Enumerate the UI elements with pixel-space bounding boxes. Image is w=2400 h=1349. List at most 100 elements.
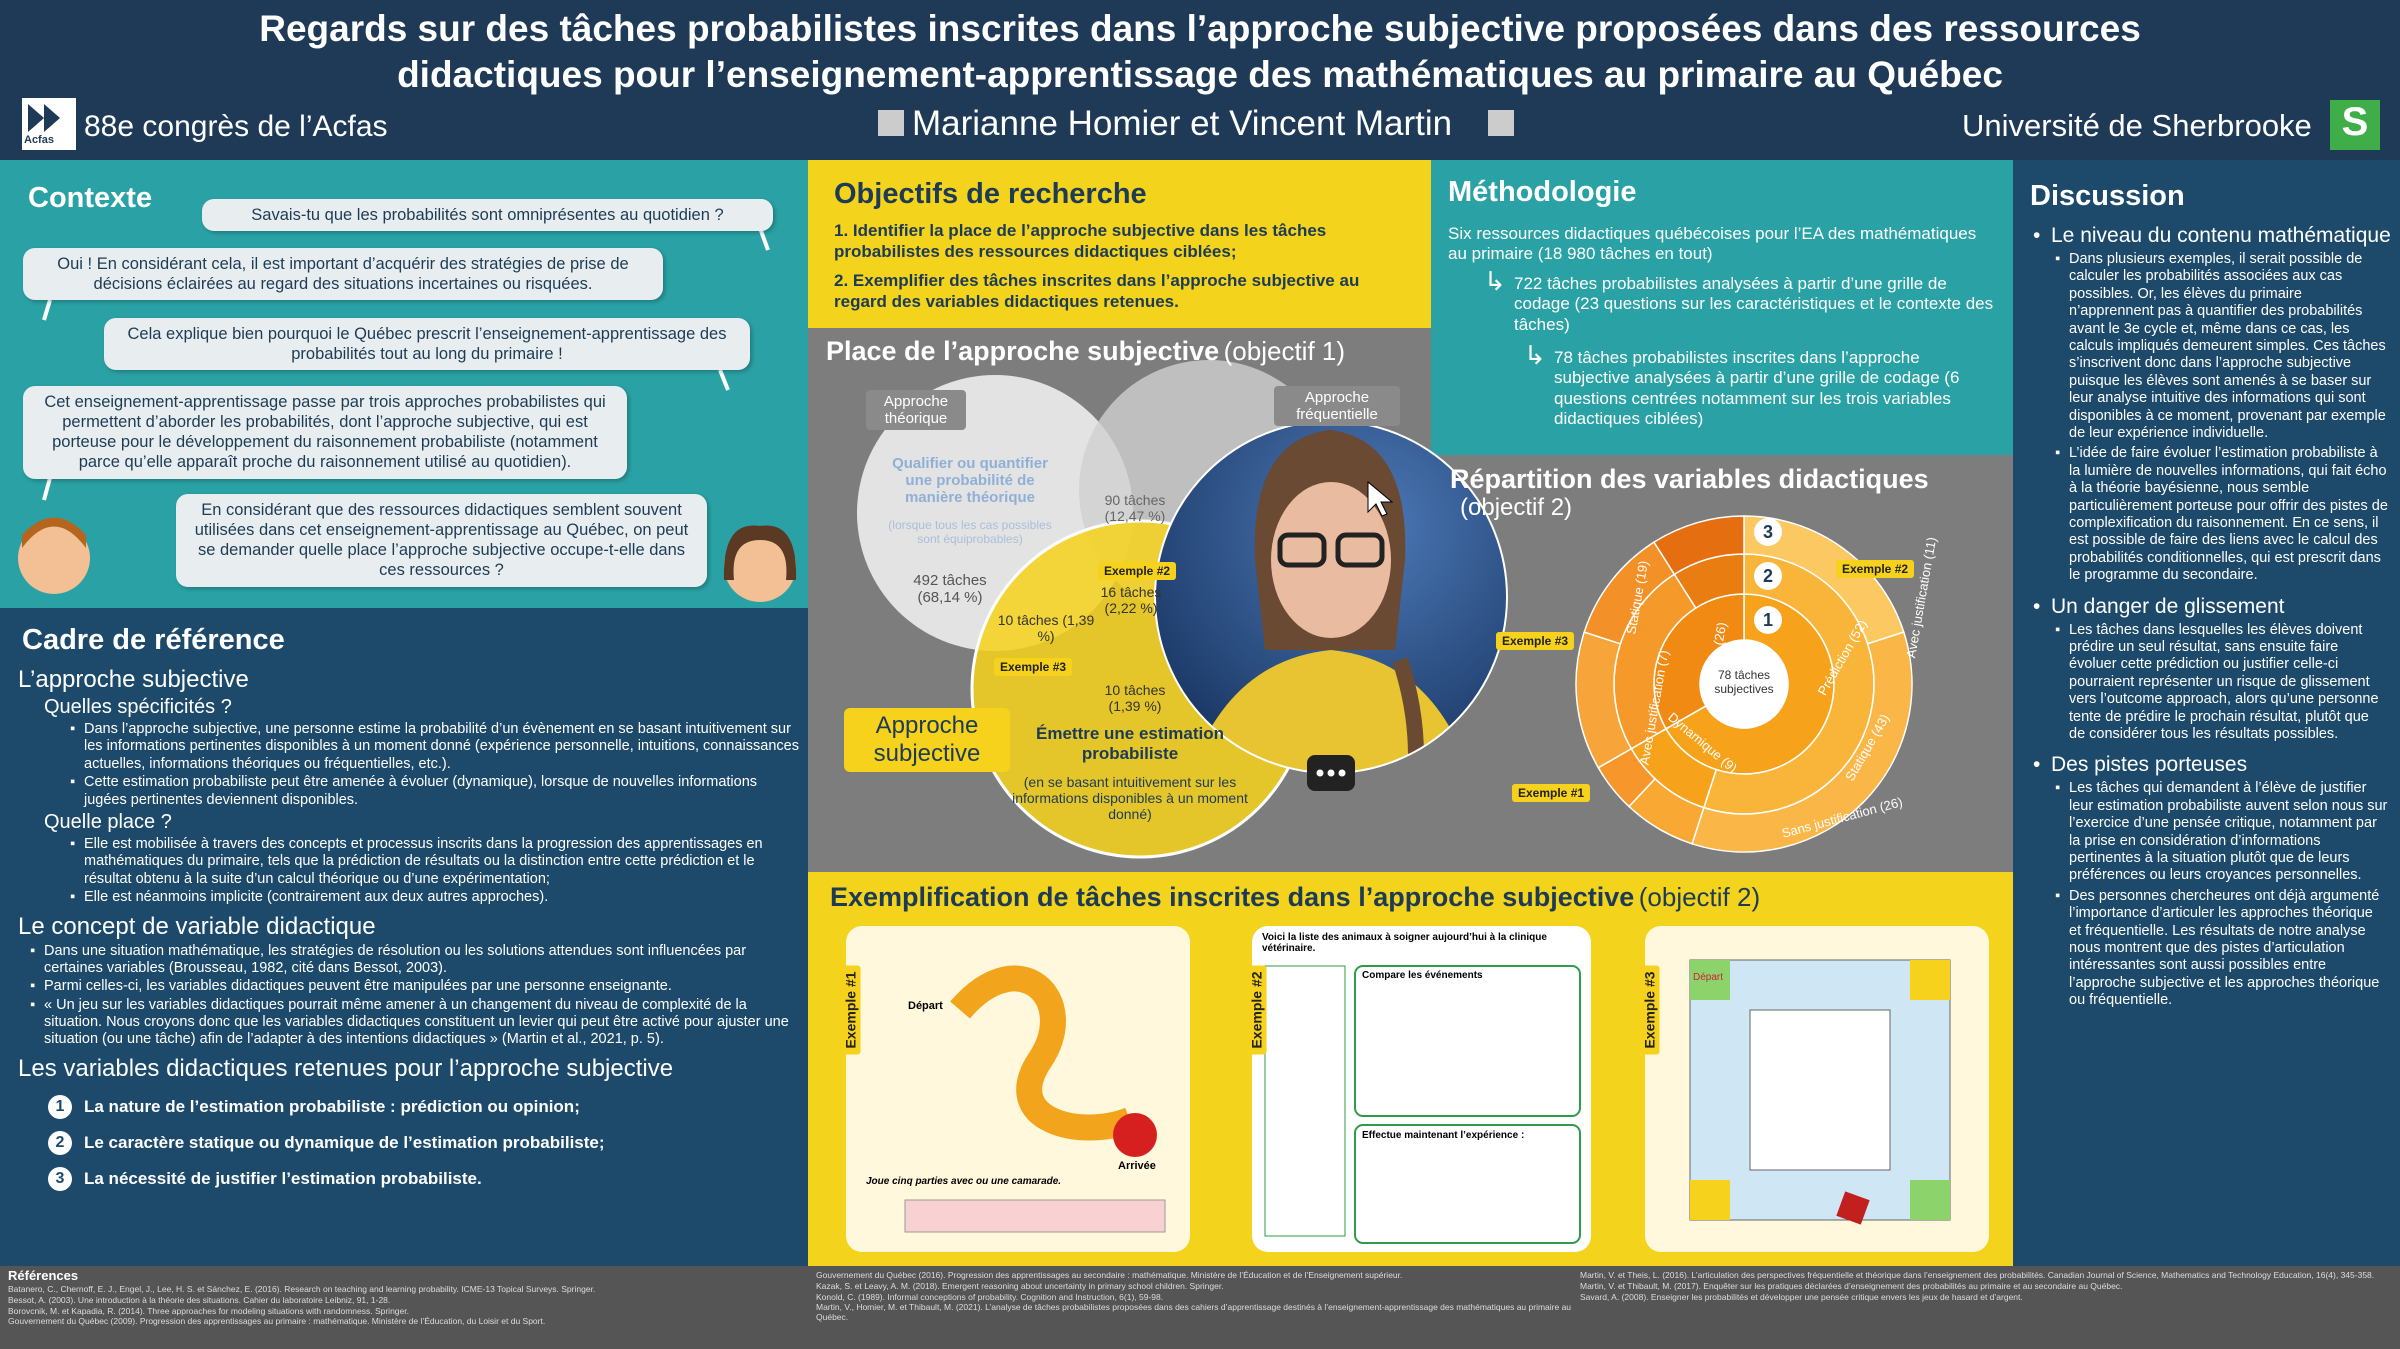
reference: Gouvernement du Québec (2016). Progressi…: [816, 1270, 1403, 1280]
item-number: 1: [48, 1094, 72, 1119]
example1-apple: [1113, 1113, 1157, 1157]
reference: Gouvernement du Québec (2009). Progressi…: [8, 1316, 546, 1327]
numbered-item: 2 Le caractère statique ou dynamique de l…: [48, 1130, 800, 1155]
heading: Des pistes porteuses: [2033, 753, 2400, 776]
avatar-left: [18, 522, 90, 594]
reference: Martin, V., Homier, M. et Thibault, M. (…: [816, 1302, 1572, 1323]
venn-label: Approche théorique: [866, 390, 966, 430]
example-text: Arrivée: [1118, 1160, 1156, 1172]
references-title: Références: [8, 1268, 79, 1283]
section-title: Discussion: [2030, 180, 2185, 212]
conference: 88e congrès de l’Acfas: [84, 110, 388, 143]
mouse-cursor: [1367, 480, 1394, 517]
example-text: Effectue maintenant l’expérience :: [1362, 1130, 1525, 1141]
heading: Un danger de glissement: [2033, 595, 2400, 618]
objective: 2. Exemplifier des tâches inscrites dans…: [834, 271, 1360, 312]
example1-table: [904, 1199, 1166, 1233]
bullet: Cette estimation probabiliste peut être …: [70, 774, 800, 809]
bullet: Dans l’approche subjective, une personne…: [70, 721, 800, 773]
bullet: Les tâches qui demandent à l’élève de ju…: [2055, 780, 2388, 884]
references-column: Martin, V. et Theis, L. (2016). L’articu…: [1580, 1270, 2390, 1303]
university: Université de Sherbrooke: [1962, 108, 2312, 143]
example-text: Départ: [908, 1000, 943, 1012]
qr-right: [1488, 110, 1514, 136]
subheading: Quelles spécificités ?: [44, 696, 232, 718]
reference: Konold, C. (1989). Informal conceptions …: [816, 1291, 1164, 1302]
example-text: Voici la liste des animaux à soigner auj…: [1262, 932, 1547, 954]
ring-number: 2: [1754, 562, 1782, 590]
sunburst-center: 78 tâches subjectives: [1714, 668, 1774, 696]
methodology-intro: Six ressources didactiques québécoises p…: [1448, 224, 1977, 264]
item-text: La nécessité de justifier l’estimation p…: [84, 1168, 482, 1188]
venn-count: 16 tâches (2,22 %): [1100, 584, 1162, 616]
authors: Marianne Homier et Vincent Martin: [912, 104, 1453, 143]
section-suffix: (objectif 1): [1223, 336, 1346, 366]
example2-list: [1264, 965, 1346, 1237]
heading: L’approche subjective: [18, 666, 249, 693]
section-title: Contexte: [28, 182, 153, 214]
numbered-item: 1 La nature de l’estimation probabiliste …: [48, 1094, 800, 1119]
avatar-right: [724, 530, 796, 602]
acfas-logo-arrows: [28, 104, 60, 132]
venn-note: (lorsque tous les cas possibles sont équ…: [888, 518, 1052, 546]
bullet: Dans plusieurs exemples, il serait possi…: [2055, 251, 2388, 442]
reference: Bessot, A. (2003). Une introduction à la…: [8, 1294, 391, 1305]
item-number: 3: [48, 1166, 72, 1191]
section-title: Méthodologie: [1448, 176, 1637, 208]
more-options-dots: [1316, 769, 1346, 777]
cadre-content: L’approche subjective Quelles spécificité…: [0, 660, 800, 1203]
udes-logo-bg: [2330, 100, 2380, 150]
section-title: Répartition des variables didactiques: [1450, 464, 1929, 494]
example-tag: Exemple #3: [994, 658, 1073, 676]
bullet: Parmi celles-ci, les variables didactiqu…: [30, 978, 800, 996]
references-column: Gouvernement du Québec (2016). Progressi…: [816, 1270, 1576, 1324]
acfas-logo-text: Acfas: [24, 134, 54, 146]
bullet: L’idée de faire évoluer l’estimation pro…: [2055, 445, 2388, 584]
example-tag: Exemple #3: [1639, 965, 1660, 1055]
venn-label: Approche subjective: [844, 708, 1010, 772]
example2-box1: [1354, 965, 1581, 1117]
title-line: Regards sur des tâches probabilistes ins…: [259, 8, 2141, 49]
bullet: Les tâches dans lesquelles les élèves do…: [2055, 622, 2388, 744]
speech-bubble: Cela explique bien pourquoi le Québec pr…: [104, 318, 750, 371]
methodology-item: 78 tâches probabilistes inscrites dans l…: [1554, 348, 1960, 429]
section-title: Exemplification de tâches inscrites dans…: [830, 882, 1635, 912]
example3-board: [1689, 959, 1951, 1225]
numbered-item: 3 La nécessité de justifier l’estimation …: [48, 1166, 800, 1191]
cadre-bg: [0, 608, 808, 1266]
example-tag: Exemple #3: [1496, 632, 1575, 650]
reference: Savard, A. (2008). Enseigner les probabi…: [1580, 1291, 2023, 1302]
heading: Le concept de variable didactique: [18, 912, 376, 940]
item-text: Le caractère statique ou dynamique de l’…: [84, 1132, 605, 1152]
venn-text: Qualifier ou quantifier une probabilité …: [892, 455, 1048, 506]
reference: Borovcnik, M. et Kapadia, R. (2014). Thr…: [8, 1305, 409, 1316]
speech-bubble: Oui ! En considérant cela, il est import…: [23, 248, 663, 301]
reference: Batanero, C., Chernoff, E. J., Engel, J.…: [8, 1284, 596, 1294]
reference: Kazak, S. et Leavy, A. M. (2018). Emerge…: [816, 1280, 1224, 1291]
ring-number: 1: [1754, 606, 1782, 634]
university-logo: S: [2341, 100, 2369, 144]
section-title: Cadre de référence: [22, 624, 285, 656]
speech-bubble: Cet enseignement-apprentissage passe par…: [23, 386, 627, 479]
sunburst-center-disc: [1700, 640, 1788, 728]
venn-note: (en se basant intuitivement sur les info…: [1012, 774, 1248, 822]
methodology-item: 722 tâches probabilistes analysées à par…: [1514, 274, 1994, 334]
venn-count: 10 tâches (1,39 %): [997, 612, 1095, 644]
example-tag: Exemple #1: [1512, 784, 1591, 802]
bullet: Elle est mobilisée à travers des concept…: [70, 836, 800, 888]
arrow-icon: ↳: [1524, 340, 1546, 370]
example-text: Joue cinq parties avec ou une camarade.: [866, 1176, 1062, 1187]
example2-box2: [1354, 1124, 1581, 1244]
section-title: Objectifs de recherche: [834, 178, 1147, 210]
qr-left: [878, 110, 904, 136]
subheading: Quelle place ?: [44, 810, 172, 833]
ring-number: 3: [1754, 518, 1782, 546]
speech-bubble: En considérant que des ressources didact…: [176, 494, 707, 587]
example-text: Compare les événements: [1362, 970, 1483, 981]
section-suffix: (objectif 2): [1638, 882, 1761, 912]
example-tag: Exemple #2: [1836, 560, 1915, 578]
reference: Martin, V. et Theis, L. (2016). L’articu…: [1580, 1270, 2375, 1280]
avatar-left-hair: [22, 517, 86, 548]
sunburst-wedge: [1652, 515, 1745, 576]
example-text: Départ: [1693, 972, 1724, 983]
